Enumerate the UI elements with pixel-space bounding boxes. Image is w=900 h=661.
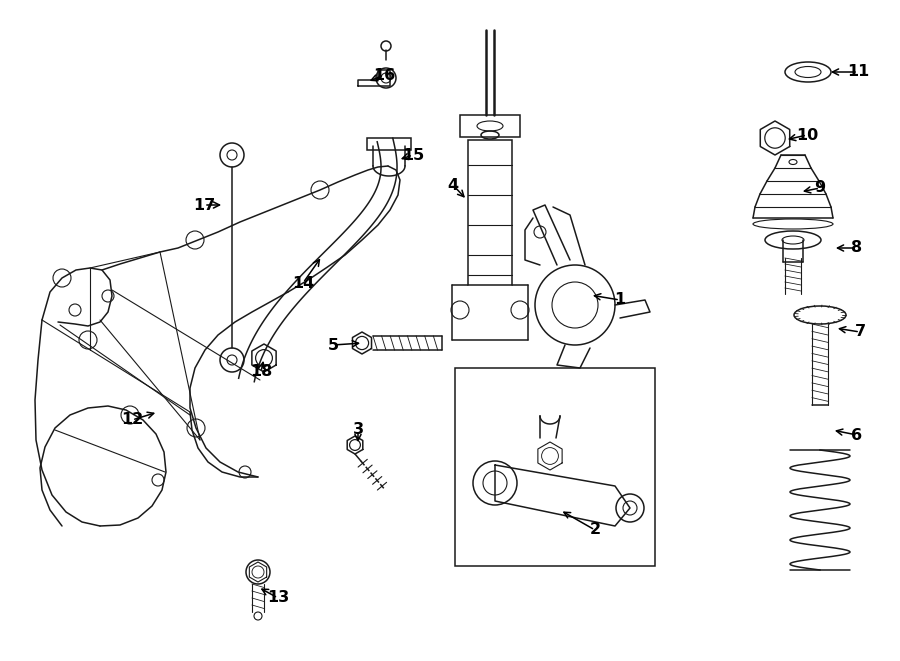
- Bar: [468, 140, 512, 285]
- Text: 4: 4: [447, 178, 459, 192]
- Text: 11: 11: [847, 65, 869, 79]
- Text: 12: 12: [121, 412, 143, 428]
- Text: 7: 7: [854, 325, 866, 340]
- Bar: [455, 368, 655, 566]
- Text: 16: 16: [373, 67, 395, 83]
- Text: 2: 2: [590, 522, 600, 537]
- Bar: [460, 115, 520, 137]
- Text: 15: 15: [402, 147, 424, 163]
- Bar: [367, 138, 411, 150]
- Text: 10: 10: [796, 128, 818, 143]
- Text: 3: 3: [353, 422, 364, 438]
- Text: 5: 5: [328, 338, 338, 352]
- Text: 18: 18: [250, 364, 272, 379]
- Text: 17: 17: [193, 198, 215, 212]
- Text: 14: 14: [292, 276, 314, 290]
- Text: 6: 6: [851, 428, 862, 442]
- Text: 1: 1: [615, 293, 626, 307]
- Text: 9: 9: [814, 180, 825, 196]
- Text: 8: 8: [851, 241, 862, 256]
- Text: 13: 13: [267, 590, 289, 605]
